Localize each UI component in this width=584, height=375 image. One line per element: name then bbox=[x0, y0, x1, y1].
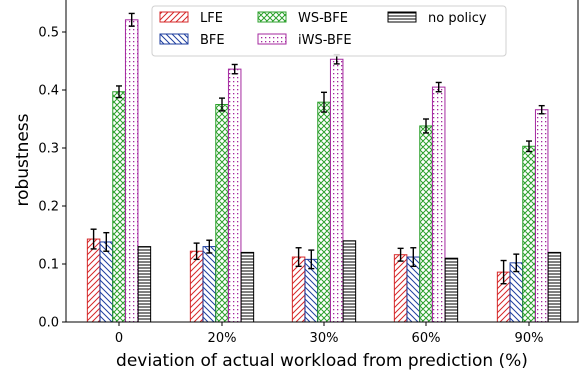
error-bar bbox=[295, 247, 302, 268]
bar-lfe-1 bbox=[189, 250, 204, 323]
legend-swatch bbox=[257, 33, 287, 45]
bar-ws-bfe-0 bbox=[112, 91, 126, 323]
bar-iws-bfe-2 bbox=[329, 58, 344, 323]
bar-iws-bfe-1 bbox=[227, 68, 242, 323]
bar-lfe-0 bbox=[86, 238, 101, 323]
error-bar bbox=[103, 231, 110, 252]
bar-iws-bfe-3 bbox=[431, 86, 446, 323]
bar-ws-bfe-2 bbox=[317, 101, 331, 323]
bar-no-policy-3 bbox=[444, 257, 459, 323]
legend-swatch bbox=[159, 33, 189, 45]
bar-bfe-1 bbox=[202, 246, 217, 323]
legend-swatch bbox=[159, 11, 189, 23]
error-bar bbox=[116, 85, 122, 99]
legend-label: WS-BFE bbox=[298, 11, 348, 26]
error-bar bbox=[321, 91, 327, 113]
error-bar bbox=[526, 140, 532, 153]
y-tick-label: 0.4 bbox=[38, 84, 59, 99]
error-bar bbox=[206, 239, 213, 254]
bar-iws-bfe-0 bbox=[124, 19, 139, 323]
plot-frame bbox=[65, 0, 579, 323]
legend-label: no policy bbox=[428, 11, 487, 26]
error-bar bbox=[513, 253, 520, 273]
legend-label: BFE bbox=[200, 33, 225, 48]
y-axis-label: robustness bbox=[13, 113, 33, 206]
error-bar bbox=[90, 228, 97, 250]
error-bar bbox=[538, 104, 545, 115]
x-axis-label: deviation of actual workload from predic… bbox=[116, 351, 528, 371]
bar-ws-bfe-3 bbox=[419, 125, 433, 323]
x-tick-label: 30% bbox=[310, 331, 339, 346]
bar-lfe-3 bbox=[393, 254, 408, 323]
legend-swatch bbox=[387, 11, 417, 23]
legend-item: LFE bbox=[159, 11, 223, 26]
x-tick-label: 0 bbox=[115, 331, 123, 346]
error-bar bbox=[500, 259, 507, 285]
x-tick-label: 60% bbox=[412, 331, 441, 346]
legend-item: iWS-BFE bbox=[257, 33, 352, 48]
bar-no-policy-2 bbox=[342, 240, 357, 323]
bars-layer bbox=[86, 19, 562, 323]
legend-box bbox=[151, 5, 507, 57]
y-tick-label: 0.5 bbox=[38, 26, 59, 41]
legend-swatch bbox=[257, 11, 287, 23]
error-bar bbox=[308, 249, 315, 270]
x-tick-label: 20% bbox=[208, 331, 237, 346]
x-tick-label: 90% bbox=[515, 331, 544, 346]
error-bar bbox=[435, 81, 442, 93]
error-bar bbox=[193, 242, 200, 261]
bar-ws-bfe-1 bbox=[215, 104, 229, 323]
error-bars-layer bbox=[90, 12, 545, 285]
bar-iws-bfe-4 bbox=[534, 109, 549, 323]
bar-no-policy-4 bbox=[547, 251, 562, 323]
legend-items: LFE BFE WS-BFE iWS-BFE no policy bbox=[159, 11, 487, 48]
y-tick-label: 0.3 bbox=[38, 142, 59, 157]
legend-item: no policy bbox=[387, 11, 487, 26]
x-axis: 0 20% 30% 60% 90% bbox=[115, 322, 544, 346]
legend: LFE BFE WS-BFE iWS-BFE no policy bbox=[151, 5, 507, 57]
error-bar bbox=[423, 118, 429, 134]
y-tick-label: 0.1 bbox=[38, 258, 59, 273]
error-bar bbox=[128, 12, 135, 27]
bar-no-policy-0 bbox=[137, 246, 152, 323]
legend-label: iWS-BFE bbox=[298, 33, 352, 48]
legend-item: BFE bbox=[159, 33, 225, 48]
legend-item: WS-BFE bbox=[257, 11, 348, 26]
bar-bfe-0 bbox=[99, 241, 114, 323]
error-bar bbox=[397, 247, 404, 262]
error-bar bbox=[219, 97, 225, 112]
error-bar bbox=[410, 247, 417, 268]
y-axis: 0.0 0.1 0.2 0.3 0.4 0.5 bbox=[38, 26, 66, 331]
bar-no-policy-1 bbox=[240, 251, 255, 323]
y-tick-label: 0.0 bbox=[38, 316, 59, 331]
y-tick-label: 0.2 bbox=[38, 200, 59, 215]
error-bar bbox=[231, 63, 238, 75]
legend-label: LFE bbox=[200, 11, 223, 26]
bar-ws-bfe-4 bbox=[522, 145, 536, 323]
